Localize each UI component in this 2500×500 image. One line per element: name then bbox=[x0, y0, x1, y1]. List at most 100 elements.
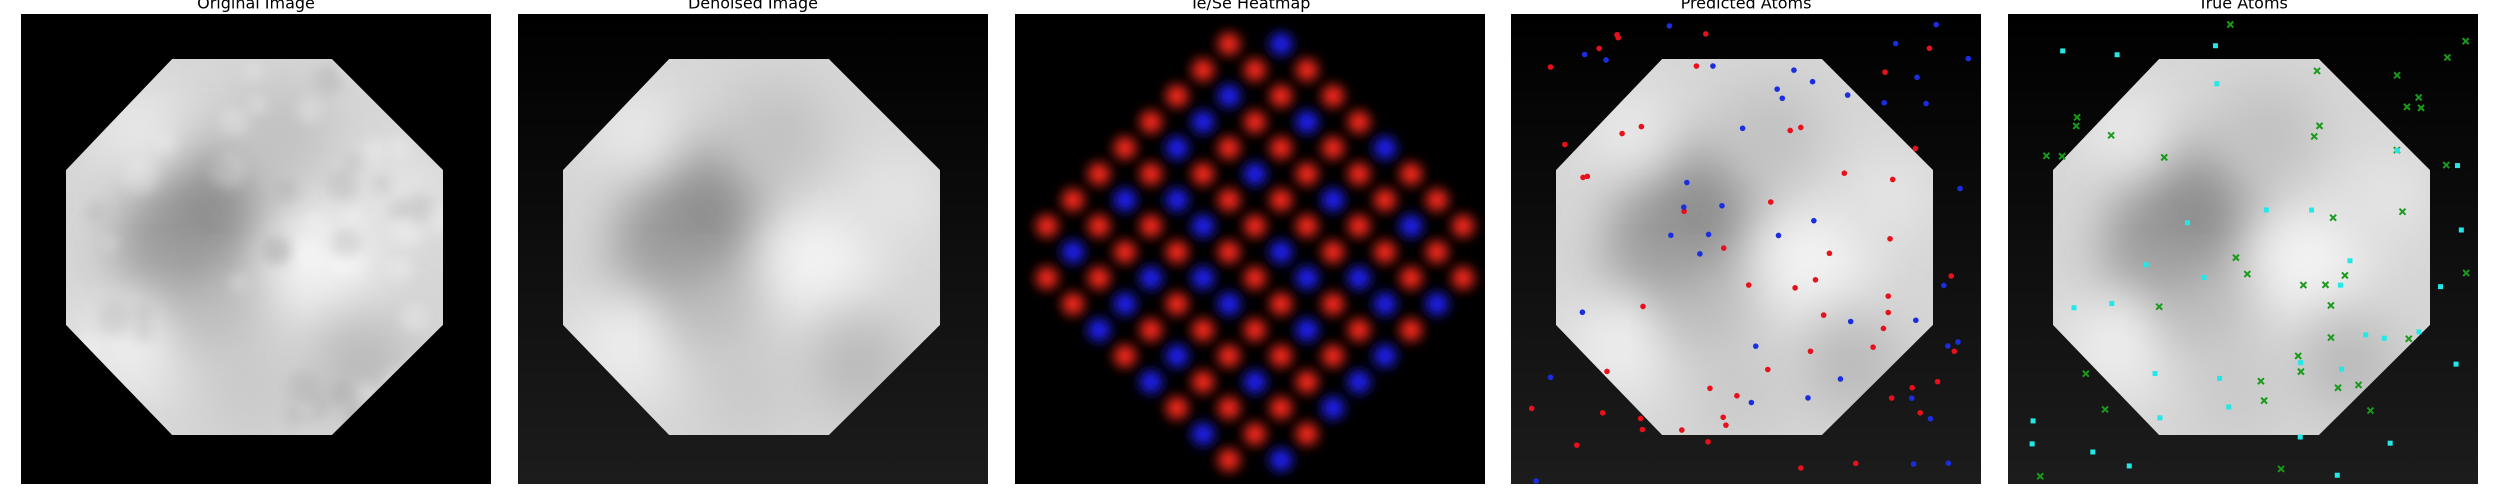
predicted-atom bbox=[1579, 309, 1586, 316]
heatmap-spot bbox=[1062, 293, 1084, 315]
true-atom-te bbox=[2298, 360, 2304, 366]
predicted-atom bbox=[1807, 348, 1814, 355]
heatmap-spot bbox=[1400, 319, 1422, 341]
texture-blob bbox=[2168, 274, 2248, 354]
texture-blob bbox=[181, 274, 261, 354]
true-atom-te bbox=[2263, 207, 2269, 213]
predicted-atom bbox=[1909, 395, 1915, 401]
predicted-atom bbox=[1681, 204, 1687, 210]
predicted-atom bbox=[1603, 57, 1609, 63]
texture-noise bbox=[388, 258, 412, 282]
texture-noise bbox=[177, 245, 206, 274]
predicted-atom bbox=[1705, 231, 1712, 238]
predicted-atom bbox=[1809, 78, 1816, 85]
heatmap-spot bbox=[1114, 241, 1136, 263]
heatmap-spot bbox=[1166, 397, 1188, 419]
true-atom-se bbox=[2058, 152, 2066, 160]
heatmap-spot bbox=[1426, 241, 1448, 263]
panel bbox=[1015, 14, 1485, 484]
heatmap-spot bbox=[1192, 371, 1214, 393]
predicted-atom bbox=[1852, 460, 1859, 467]
heatmap-spot bbox=[1192, 423, 1214, 445]
heatmap-spot bbox=[1426, 189, 1448, 211]
panel-title: True Atoms bbox=[2197, 0, 2288, 13]
heatmap-spot bbox=[1140, 111, 1162, 133]
true-atom-te bbox=[2453, 361, 2459, 367]
predicted-atom bbox=[1739, 125, 1746, 132]
predicted-atom bbox=[1775, 232, 1782, 239]
heatmap-spot bbox=[1244, 163, 1266, 185]
predicted-atom bbox=[1581, 51, 1588, 58]
true-atom-te bbox=[2387, 440, 2393, 446]
true-atom-se bbox=[2155, 303, 2163, 311]
true-atom-te bbox=[2029, 441, 2035, 447]
texture-noise bbox=[386, 135, 411, 160]
heatmap-spot bbox=[1192, 111, 1214, 133]
true-atom-se bbox=[2257, 377, 2265, 385]
texture-noise bbox=[362, 138, 386, 162]
predicted-atom bbox=[1798, 124, 1804, 131]
true-atom-se bbox=[2107, 131, 2115, 140]
true-atom-se bbox=[2042, 152, 2051, 160]
heatmap-spot bbox=[1322, 137, 1344, 159]
true-atom-se bbox=[2393, 71, 2401, 80]
heatmap-spot bbox=[1244, 371, 1266, 393]
true-atom-se bbox=[2277, 465, 2285, 473]
true-atom-se bbox=[2313, 67, 2321, 75]
predicted-atom bbox=[1719, 202, 1725, 209]
predicted-atom bbox=[1909, 384, 1915, 391]
heatmap-spot bbox=[1036, 267, 1058, 289]
texture-noise bbox=[391, 214, 425, 249]
texture-blob bbox=[1696, 349, 1786, 435]
texture-noise bbox=[102, 235, 119, 252]
true-atom-te bbox=[2143, 262, 2149, 268]
texture-noise bbox=[425, 203, 443, 234]
panel-image bbox=[2008, 14, 2478, 484]
true-atom-se bbox=[2398, 207, 2407, 216]
predicted-atom bbox=[1957, 185, 1963, 192]
predicted-atom bbox=[1892, 40, 1899, 47]
texture-noise bbox=[314, 64, 345, 95]
heatmap-spot bbox=[1140, 371, 1162, 393]
true-atom-se bbox=[2243, 270, 2252, 278]
true-atom-se bbox=[2082, 370, 2090, 378]
predicted-atom bbox=[1547, 64, 1554, 70]
heatmap-spot bbox=[1296, 163, 1318, 185]
predicted-atom bbox=[1533, 478, 1539, 484]
predicted-atom bbox=[1547, 374, 1554, 381]
predicted-atom bbox=[1574, 442, 1580, 448]
heatmap-spot bbox=[1270, 449, 1292, 471]
true-atom-se bbox=[2297, 367, 2305, 376]
heatmap-spot bbox=[1296, 59, 1318, 81]
predicted-atom bbox=[1584, 173, 1591, 180]
heatmap-spot bbox=[1088, 163, 1110, 185]
texture-noise bbox=[287, 370, 322, 405]
texture-blob bbox=[2218, 84, 2318, 184]
texture-noise bbox=[207, 154, 231, 178]
heatmap-spot bbox=[1296, 423, 1318, 445]
predicted-atom bbox=[1697, 251, 1703, 257]
true-atom-se bbox=[2443, 53, 2452, 62]
true-atom-se bbox=[2366, 406, 2375, 415]
predicted-atom bbox=[1965, 55, 1972, 62]
predicted-atom bbox=[1666, 23, 1673, 29]
predicted-atom bbox=[1748, 399, 1755, 406]
true-atom-te bbox=[2454, 163, 2460, 169]
predicted-atom bbox=[1614, 31, 1620, 38]
true-atom-se bbox=[2417, 104, 2425, 112]
heatmap-spot bbox=[1374, 241, 1396, 263]
heatmap-spot bbox=[1140, 267, 1162, 289]
true-atom-se bbox=[2294, 352, 2302, 360]
predicted-atom bbox=[1951, 348, 1958, 355]
texture-blob bbox=[1851, 154, 1931, 234]
texture-noise bbox=[219, 106, 250, 137]
true-atom-se bbox=[2310, 132, 2318, 141]
heatmap-spot bbox=[1166, 189, 1188, 211]
predicted-atom bbox=[1723, 422, 1729, 428]
heatmap-spot bbox=[1374, 293, 1396, 315]
heatmap-spot bbox=[1270, 241, 1292, 263]
predicted-atom bbox=[1707, 385, 1713, 392]
predicted-atom bbox=[1917, 409, 1923, 416]
predicted-atom bbox=[1798, 465, 1804, 471]
heatmap-spot bbox=[1140, 319, 1162, 341]
